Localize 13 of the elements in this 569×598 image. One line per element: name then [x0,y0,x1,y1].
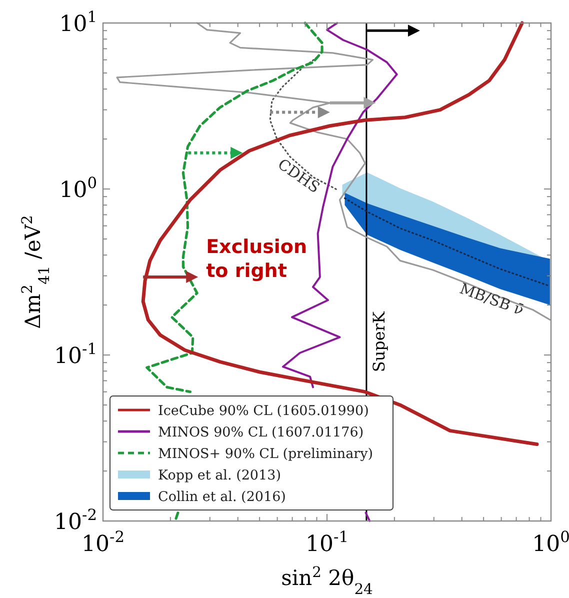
y-tick-label: 10$^{-1}$ [54,340,97,369]
annotation: Exclusion to right [206,236,308,282]
legend-label: MINOS+ 90% CL (preliminary) [158,446,373,462]
y-tick-label: 10$^{0}$ [59,174,97,203]
legend-label: Kopp et al. (2013) [158,468,281,484]
y-tick-label: 10$^{1}$ [59,8,97,37]
legend-label: IceCube 90% CL (1605.01990) [158,403,369,419]
ref-line-label: SuperK [369,310,388,372]
x-axis-title: sin$^{2}$ 2θ$_{24}$ [281,564,373,598]
legend-label: Collin et al. (2016) [158,489,286,505]
legend-label: MINOS 90% CL (1607.01176) [158,424,364,440]
x-tick-label: 10$^{0}$ [532,528,569,557]
x-tick-label: 10$^{-1}$ [306,528,348,557]
